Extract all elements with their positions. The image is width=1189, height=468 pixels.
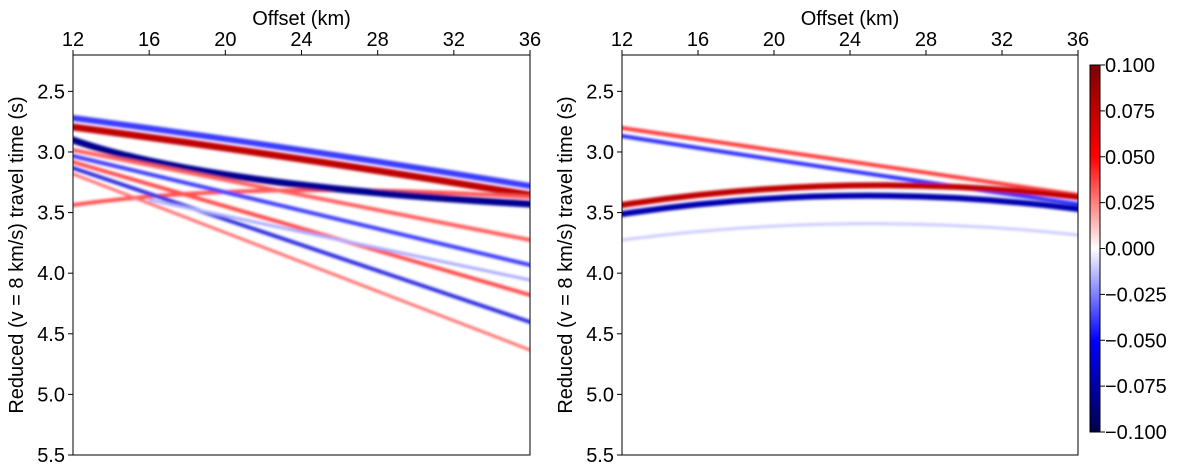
y-tick-label: 2.5 (37, 81, 65, 103)
y-tick-label: 5.0 (37, 384, 65, 406)
x-tick-label: 16 (687, 29, 709, 51)
colorbar-tick-label: −0.100 (1105, 422, 1167, 444)
x-tick-label: 28 (915, 29, 937, 51)
x-axis-label: Offset (km) (252, 8, 351, 30)
x-tick-label: 20 (214, 29, 236, 51)
x-tick-label: 12 (62, 29, 84, 51)
colorbar (1089, 64, 1101, 433)
y-tick-label: 2.5 (586, 81, 614, 103)
y-tick-label: 4.0 (586, 263, 614, 285)
x-tick-label: 32 (991, 29, 1013, 51)
y-tick-label: 5.0 (586, 384, 614, 406)
y-tick-label: 4.0 (37, 263, 65, 285)
x-tick-label: 16 (138, 29, 160, 51)
colorbar-tick-label: −0.050 (1105, 330, 1167, 352)
seismic-events (622, 126, 1078, 242)
x-tick-label: 24 (290, 29, 312, 51)
y-axis-label: Reduced (v = 8 km/s) travel time (s) (6, 96, 28, 413)
x-tick-label: 12 (611, 29, 633, 51)
x-tick-label: 32 (443, 29, 465, 51)
x-axis-label: Offset (km) (801, 8, 900, 30)
x-tick-label: 24 (839, 29, 861, 51)
plot-frame (621, 54, 1079, 456)
y-tick-label: 5.5 (37, 445, 65, 467)
colorbar-tick-label: 0.000 (1105, 239, 1155, 261)
x-tick-label: 36 (519, 29, 541, 51)
y-tick-label: 4.5 (37, 324, 65, 346)
x-tick-label: 36 (1067, 29, 1089, 51)
y-tick-label: 3.0 (586, 142, 614, 164)
seismic-events (73, 115, 530, 352)
x-tick-label: 28 (367, 29, 389, 51)
y-tick-label: 4.5 (586, 324, 614, 346)
colorbar-tick-label: 0.075 (1105, 101, 1155, 123)
y-tick-label: 3.5 (586, 203, 614, 225)
plot-frame (72, 54, 531, 456)
y-tick-label: 3.5 (37, 203, 65, 225)
colorbar-tick-label: 0.100 (1105, 55, 1155, 77)
y-tick-label: 3.0 (37, 142, 65, 164)
colorbar-tick-label: −0.075 (1105, 376, 1167, 398)
colorbar-tick-label: −0.025 (1105, 284, 1167, 306)
colorbar-tick-label: 0.025 (1105, 193, 1155, 215)
y-tick-label: 5.5 (586, 445, 614, 467)
x-tick-label: 20 (763, 29, 785, 51)
y-axis-label: Reduced (v = 8 km/s) travel time (s) (555, 96, 577, 413)
colorbar-tick-label: 0.050 (1105, 147, 1155, 169)
